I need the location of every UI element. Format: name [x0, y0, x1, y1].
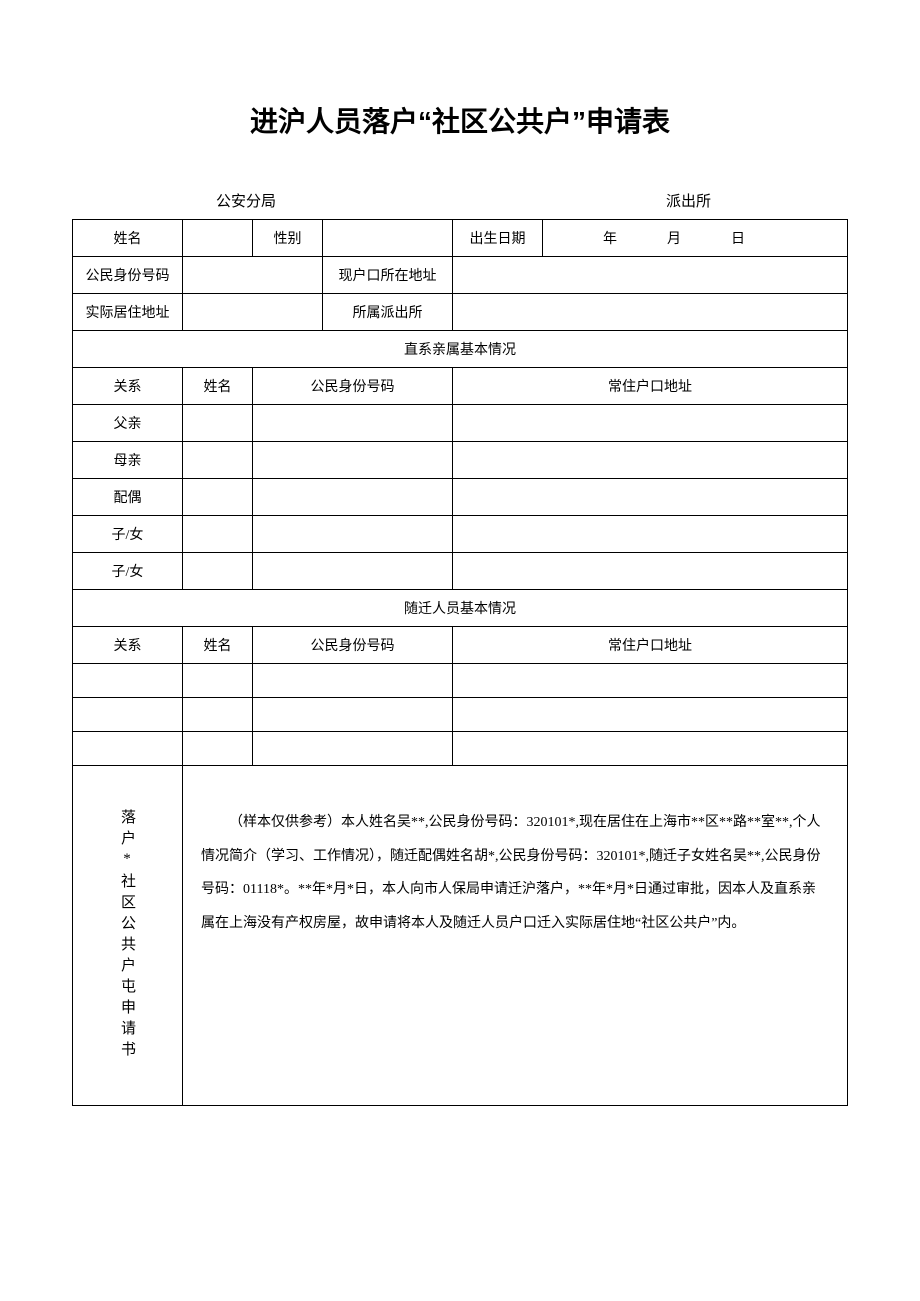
rel-addr-header: 常住户口地址 — [453, 368, 848, 405]
actual-addr-label: 实际居住地址 — [73, 294, 183, 331]
mig2-addr — [453, 698, 848, 732]
child2-addr — [453, 553, 848, 590]
rel-id-header: 公民身份号码 — [253, 368, 453, 405]
spouse-addr — [453, 479, 848, 516]
mig2-name — [183, 698, 253, 732]
application-statement-text: （样本仅供参考）本人姓名吴**,公民身份号码：320101*,现在居住在上海市*… — [183, 766, 848, 1106]
gender-value — [323, 220, 453, 257]
relative-row-child2: 子/女 — [73, 553, 848, 590]
mother-addr — [453, 442, 848, 479]
basic-info-row-2: 公民身份号码 现户口所在地址 — [73, 257, 848, 294]
relatives-header-text: 直系亲属基本情况 — [73, 331, 848, 368]
mig-name-header: 姓名 — [183, 627, 253, 664]
id-label: 公民身份号码 — [73, 257, 183, 294]
basic-info-row-3: 实际居住地址 所属派出所 — [73, 294, 848, 331]
mig3-name — [183, 732, 253, 766]
station-label: 派出所 — [666, 190, 711, 211]
relatives-section-header: 直系亲属基本情况 — [73, 331, 848, 368]
mother-label: 母亲 — [73, 442, 183, 479]
name-label: 姓名 — [73, 220, 183, 257]
rel-name-header: 姓名 — [183, 368, 253, 405]
migrant-header-text: 随迁人员基本情况 — [73, 590, 848, 627]
subheader-row: 公安分局 派出所 — [72, 190, 848, 211]
mig3-addr — [453, 732, 848, 766]
mig2-relation — [73, 698, 183, 732]
child1-id — [253, 516, 453, 553]
mig1-name — [183, 664, 253, 698]
spouse-label: 配偶 — [73, 479, 183, 516]
birthdate-value: 年月日 — [543, 220, 848, 257]
relative-row-child1: 子/女 — [73, 516, 848, 553]
migrant-row-1 — [73, 664, 848, 698]
mig-relation-header: 关系 — [73, 627, 183, 664]
police-station-label: 所属派出所 — [323, 294, 453, 331]
mig-id-header: 公民身份号码 — [253, 627, 453, 664]
child2-name — [183, 553, 253, 590]
name-value — [183, 220, 253, 257]
id-value — [183, 257, 323, 294]
mother-name — [183, 442, 253, 479]
application-vertical-label: 落户*社区公共户屯申请书 — [73, 766, 183, 1106]
father-addr — [453, 405, 848, 442]
mig2-id — [253, 698, 453, 732]
child2-label: 子/女 — [73, 553, 183, 590]
rel-relation-header: 关系 — [73, 368, 183, 405]
gender-label: 性别 — [253, 220, 323, 257]
application-form-table: 姓名 性别 出生日期 年月日 公民身份号码 现户口所在地址 实际居住地址 所属派… — [72, 219, 848, 1106]
child2-id — [253, 553, 453, 590]
child1-name — [183, 516, 253, 553]
migrant-column-header: 关系 姓名 公民身份号码 常住户口地址 — [73, 627, 848, 664]
relative-row-father: 父亲 — [73, 405, 848, 442]
mig1-relation — [73, 664, 183, 698]
basic-info-row-1: 姓名 性别 出生日期 年月日 — [73, 220, 848, 257]
bureau-label: 公安分局 — [216, 190, 276, 211]
police-station-value — [453, 294, 848, 331]
migrant-row-2 — [73, 698, 848, 732]
application-statement-row: 落户*社区公共户屯申请书 （样本仅供参考）本人姓名吴**,公民身份号码：3201… — [73, 766, 848, 1106]
father-name — [183, 405, 253, 442]
birthdate-label: 出生日期 — [453, 220, 543, 257]
father-id — [253, 405, 453, 442]
spouse-id — [253, 479, 453, 516]
spouse-name — [183, 479, 253, 516]
migrant-row-3 — [73, 732, 848, 766]
mig1-addr — [453, 664, 848, 698]
mig1-id — [253, 664, 453, 698]
form-title: 进沪人员落户“社区公共户”申请表 — [72, 100, 848, 140]
child1-addr — [453, 516, 848, 553]
migrant-section-header: 随迁人员基本情况 — [73, 590, 848, 627]
relative-row-spouse: 配偶 — [73, 479, 848, 516]
mother-id — [253, 442, 453, 479]
relative-row-mother: 母亲 — [73, 442, 848, 479]
father-label: 父亲 — [73, 405, 183, 442]
mig-addr-header: 常住户口地址 — [453, 627, 848, 664]
child1-label: 子/女 — [73, 516, 183, 553]
mig3-id — [253, 732, 453, 766]
hukou-addr-label: 现户口所在地址 — [323, 257, 453, 294]
mig3-relation — [73, 732, 183, 766]
relatives-column-header: 关系 姓名 公民身份号码 常住户口地址 — [73, 368, 848, 405]
hukou-addr-value — [453, 257, 848, 294]
actual-addr-value — [183, 294, 323, 331]
